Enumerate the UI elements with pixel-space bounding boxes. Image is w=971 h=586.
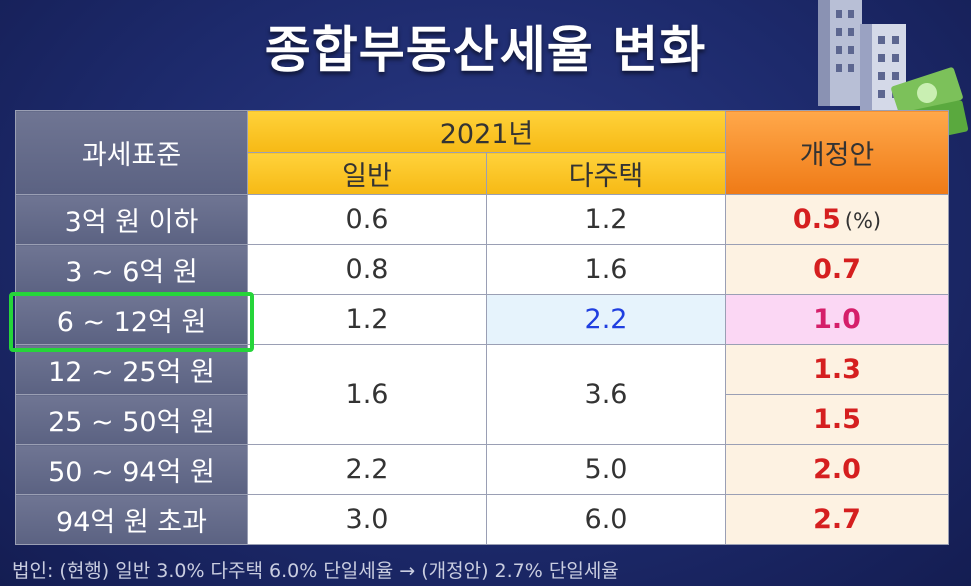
general-rate: 0.6 (247, 194, 487, 245)
revised-rate: 1.5 (725, 394, 949, 445)
multi-home-rate: 5.0 (486, 444, 726, 495)
bracket-label: 94억 원 초과 (15, 494, 248, 545)
revised-rate: 2.0 (725, 444, 949, 495)
footnote: 법인: (현행) 일반 3.0% 다주택 6.0% 단일세율 → (개정안) 2… (12, 560, 619, 582)
general-rate: 3.0 (247, 494, 487, 545)
revised-rate: 0.7 (725, 244, 949, 295)
general-rate: 2.2 (247, 444, 487, 495)
revised-rate-cell: 0.5 (%) (725, 194, 949, 245)
revised-rate: 2.7 (725, 494, 949, 545)
general-rate: 0.8 (247, 244, 487, 295)
multi-home-rate: 6.0 (486, 494, 726, 545)
header-general: 일반 (247, 152, 487, 195)
page-title: 종합부동산세율 변화 (264, 21, 707, 79)
bracket-label: 6 ~ 12억 원 (15, 294, 248, 345)
bracket-label: 3억 원 이하 (15, 194, 248, 245)
header-revised: 개정안 (725, 110, 949, 195)
tax-rate-table: 과세표준 2021년 개정안 일반 다주택 3억 원 이하 0.6 1.2 0.… (15, 110, 949, 545)
multi-home-rate: 3.6 (486, 344, 726, 445)
revised-rate-highlighted: 1.0 (725, 294, 949, 345)
bracket-label: 25 ~ 50억 원 (15, 394, 248, 445)
multi-home-rate: 1.2 (486, 194, 726, 245)
header-multi-home: 다주택 (486, 152, 726, 195)
building-icon (818, 0, 906, 114)
revised-rate: 0.5 (792, 204, 841, 235)
unit-label: (%) (844, 209, 882, 233)
header-tax-base: 과세표준 (15, 110, 248, 195)
multi-home-rate-highlighted: 2.2 (486, 294, 726, 345)
revised-rate: 1.3 (725, 344, 949, 395)
general-rate: 1.6 (247, 344, 487, 445)
bracket-label: 3 ~ 6억 원 (15, 244, 248, 295)
bracket-label: 50 ~ 94억 원 (15, 444, 248, 495)
general-rate: 1.2 (247, 294, 487, 345)
header-year-2021: 2021년 (247, 110, 726, 153)
multi-home-rate: 1.6 (486, 244, 726, 295)
bracket-label: 12 ~ 25억 원 (15, 344, 248, 395)
